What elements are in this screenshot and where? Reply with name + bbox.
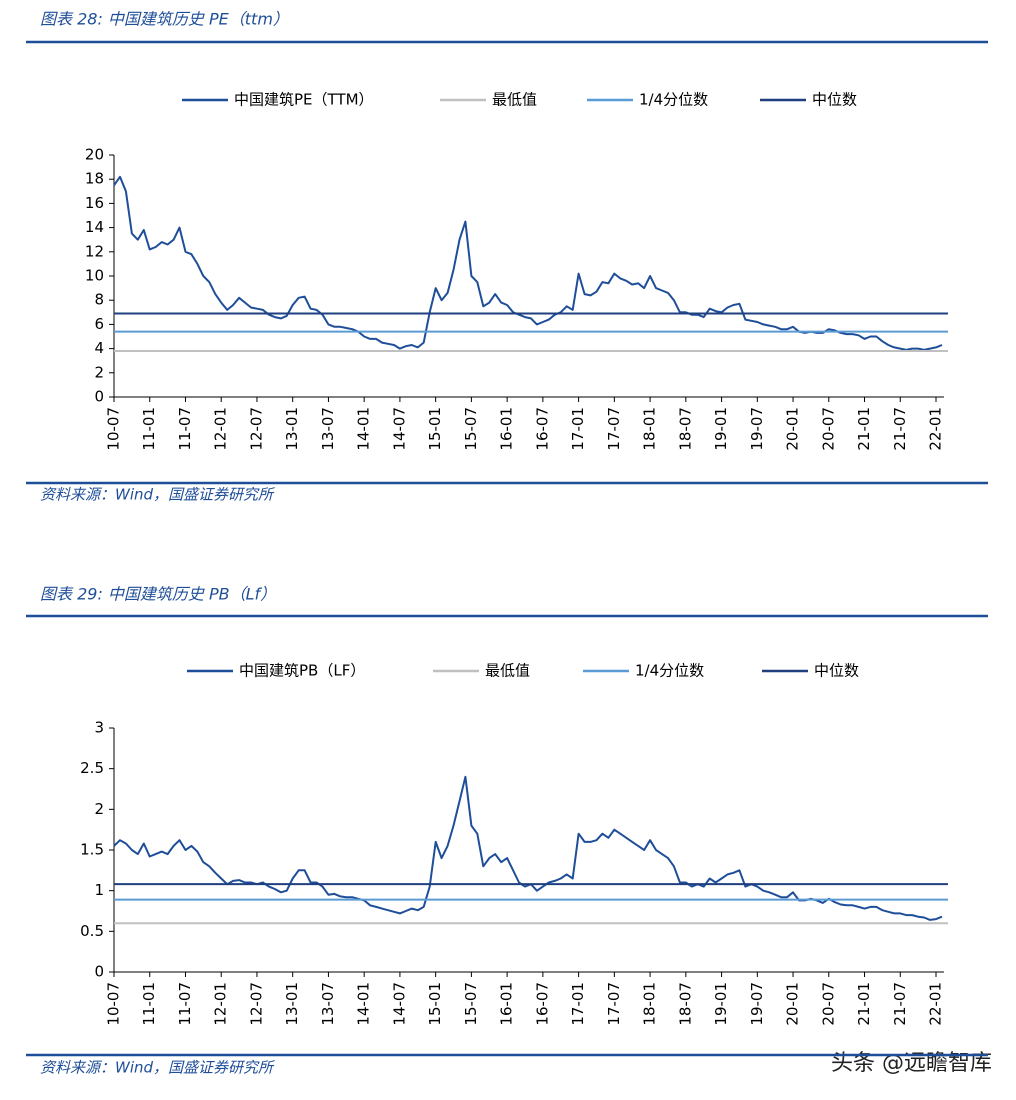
x-tick-label: 17-07 <box>605 407 623 451</box>
x-tick-label: 21-01 <box>855 407 873 451</box>
x-tick-label: 10-07 <box>105 982 123 1026</box>
x-tick-label: 16-07 <box>533 982 551 1026</box>
data-line <box>113 175 943 351</box>
x-tick-label: 15-01 <box>426 407 444 451</box>
x-tick-label: 22-01 <box>927 407 945 451</box>
x-tick-label: 16-01 <box>498 982 516 1026</box>
x-tick-label: 17-01 <box>569 407 587 451</box>
x-tick-label: 18-01 <box>641 407 659 451</box>
x-tick-label: 12-01 <box>212 407 230 451</box>
x-tick-label: 17-07 <box>605 982 623 1026</box>
x-tick-label: 13-07 <box>319 982 337 1026</box>
y-tick-label: 0 <box>94 963 104 981</box>
x-tick-label: 21-07 <box>891 407 909 451</box>
y-tick-label: 2 <box>94 363 104 381</box>
x-tick-label: 14-07 <box>390 982 408 1026</box>
x-tick-label: 14-01 <box>355 407 373 451</box>
x-tick-label: 20-07 <box>819 982 837 1026</box>
x-tick-label: 13-01 <box>283 407 301 451</box>
source-note: 资料来源：Wind，国盛证券研究所 <box>40 486 275 504</box>
x-tick-label: 12-07 <box>247 407 265 451</box>
legend-label: 中国建筑PE（TTM） <box>234 91 374 109</box>
x-tick-label: 21-07 <box>891 982 909 1026</box>
y-tick-label: 4 <box>94 339 104 357</box>
x-tick-label: 20-01 <box>784 982 802 1026</box>
legend-label: 中位数 <box>812 91 857 109</box>
legend-label: 最低值 <box>485 662 530 680</box>
legend-label: 中位数 <box>814 662 859 680</box>
x-tick-label: 16-01 <box>498 407 516 451</box>
x-tick-label: 15-07 <box>462 982 480 1026</box>
x-tick-label: 17-01 <box>569 982 587 1026</box>
legend-label: 最低值 <box>492 91 537 109</box>
y-tick-label: 10 <box>85 267 104 285</box>
x-tick-label: 15-07 <box>462 407 480 451</box>
x-tick-label: 18-01 <box>641 982 659 1026</box>
x-tick-label: 11-07 <box>176 407 194 451</box>
x-tick-label: 16-07 <box>533 407 551 451</box>
x-tick-label: 12-07 <box>247 982 265 1026</box>
x-tick-label: 13-01 <box>283 982 301 1026</box>
x-tick-label: 21-01 <box>855 982 873 1026</box>
data-line <box>113 775 943 921</box>
x-tick-label: 20-07 <box>819 407 837 451</box>
y-tick-label: 12 <box>85 242 104 260</box>
y-tick-label: 1.5 <box>80 841 104 859</box>
y-tick-label: 8 <box>94 291 104 309</box>
x-tick-label: 11-01 <box>140 407 158 451</box>
y-tick-label: 2.5 <box>80 759 104 777</box>
figure-caption: 图表 29: 中国建筑历史 PB（Lf） <box>40 585 276 604</box>
y-tick-label: 1 <box>94 881 104 899</box>
y-tick-label: 3 <box>94 719 104 737</box>
x-tick-label: 14-07 <box>390 407 408 451</box>
x-tick-label: 19-07 <box>748 407 766 451</box>
x-tick-label: 22-01 <box>927 982 945 1026</box>
y-tick-label: 6 <box>94 315 104 333</box>
legend-label: 1/4分位数 <box>635 662 704 680</box>
y-tick-label: 20 <box>85 146 104 164</box>
x-tick-label: 19-01 <box>712 407 730 451</box>
x-tick-label: 11-01 <box>140 982 158 1026</box>
x-tick-label: 15-01 <box>426 982 444 1026</box>
y-tick-label: 14 <box>85 218 104 236</box>
x-tick-label: 10-07 <box>105 407 123 451</box>
x-tick-label: 12-01 <box>212 982 230 1026</box>
y-tick-label: 0 <box>94 388 104 406</box>
figure-caption: 图表 28: 中国建筑历史 PE（ttm） <box>40 10 289 29</box>
y-tick-label: 2 <box>94 800 104 818</box>
x-tick-label: 11-07 <box>176 982 194 1026</box>
x-tick-label: 18-07 <box>676 407 694 451</box>
y-tick-label: 18 <box>85 170 104 188</box>
x-tick-label: 20-01 <box>784 407 802 451</box>
x-tick-label: 19-01 <box>712 982 730 1026</box>
source-note: 资料来源：Wind，国盛证券研究所 <box>40 1059 275 1077</box>
x-tick-label: 19-07 <box>748 982 766 1026</box>
y-tick-label: 0.5 <box>80 922 104 940</box>
x-tick-label: 13-07 <box>319 407 337 451</box>
y-tick-label: 16 <box>85 194 104 212</box>
legend-label: 中国建筑PB（LF） <box>239 662 365 680</box>
x-tick-label: 18-07 <box>676 982 694 1026</box>
legend-label: 1/4分位数 <box>639 91 708 109</box>
x-tick-label: 14-01 <box>355 982 373 1026</box>
